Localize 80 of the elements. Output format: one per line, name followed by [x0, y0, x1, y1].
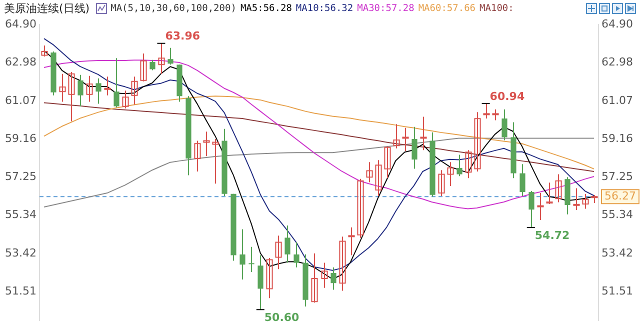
candlestick [131, 76, 138, 106]
candlestick [375, 160, 382, 197]
candlestick [41, 45, 48, 57]
candlestick [330, 266, 336, 290]
candlestick [203, 131, 210, 157]
candlestick [447, 162, 454, 187]
candlestick [492, 108, 499, 121]
legend-title: MA(5,10,30,60,100,200) [110, 2, 236, 14]
candlestick [555, 174, 562, 203]
y-tick-label: 55.34 [4, 208, 36, 222]
candlestick [150, 59, 156, 71]
candlestick [104, 76, 111, 96]
candlestick [122, 90, 129, 109]
annotation: 60.94 [490, 90, 525, 103]
y2-tick-label: 55.34 [602, 208, 634, 222]
candlestick [474, 112, 481, 172]
candlestick [240, 228, 246, 280]
y2-tick-label: 62.98 [602, 56, 634, 69]
candlestick [339, 236, 346, 292]
y2-tick-label: 64.90 [602, 17, 634, 30]
candlestick [68, 72, 75, 122]
text: MA5:56.28 [240, 2, 292, 14]
candlestick [311, 252, 318, 304]
y2-tick-label: 51.51 [602, 284, 634, 298]
candlestick [537, 192, 544, 220]
candlestick [393, 124, 400, 149]
candlestick [366, 162, 373, 183]
candlestick [348, 226, 355, 256]
y2-tick-label: 61.07 [602, 94, 634, 107]
candlestick [248, 246, 254, 272]
candlestick [520, 164, 526, 197]
text: MA100: [480, 2, 514, 14]
candlestick [456, 154, 462, 177]
annotation: 50.60 [264, 310, 300, 324]
candlestick [258, 254, 264, 310]
candlestick [59, 73, 66, 102]
y2-tick-label: 57.25 [602, 170, 634, 183]
candlestick [357, 178, 364, 238]
candlestick [140, 53, 147, 82]
annotation: 54.72 [534, 228, 570, 242]
y-tick-label: 64.90 [4, 17, 36, 30]
y-tick-label: 57.25 [4, 170, 36, 183]
y-tick-label: 53.42 [4, 246, 36, 260]
candlestick [96, 78, 102, 104]
candlestick [384, 146, 391, 179]
text: MA10:56.32 [296, 2, 354, 14]
candlestick [212, 138, 219, 184]
ref-line-label: 56.27 [604, 189, 636, 202]
y2-tick-label: 53.42 [602, 246, 634, 260]
candlestick [465, 150, 472, 179]
candlestick [294, 242, 300, 268]
chart-title: 美原油连续(日线) [4, 0, 90, 16]
candlestick [420, 116, 427, 151]
candlestick [78, 74, 84, 107]
candlestick [483, 103, 490, 119]
candlestick [528, 190, 534, 228]
candlestick [438, 170, 445, 197]
candlestick [266, 258, 273, 299]
y-tick-label: 61.07 [4, 94, 36, 107]
candlestick [582, 194, 589, 210]
candlestick [194, 140, 201, 172]
candlestick [546, 182, 553, 204]
candlestick [321, 262, 328, 288]
candlestick [402, 127, 409, 152]
candlestick [412, 126, 418, 170]
text: MA60:57.66 [418, 2, 476, 14]
annotation: 63.96 [165, 30, 200, 43]
candlestick [114, 58, 120, 108]
y-tick-label: 51.51 [4, 284, 36, 298]
candlestick [573, 188, 580, 210]
candlestick [502, 108, 508, 141]
candlestick [275, 235, 282, 270]
text: MA30:57.28 [357, 2, 414, 14]
y-tick-label: 62.98 [4, 56, 36, 69]
candlestick [158, 42, 165, 74]
candlestick [168, 47, 174, 66]
candlestick [86, 75, 93, 102]
y-tick-label: 59.16 [4, 132, 36, 145]
candlestick [284, 225, 290, 264]
y2-tick-label: 59.16 [602, 132, 634, 145]
